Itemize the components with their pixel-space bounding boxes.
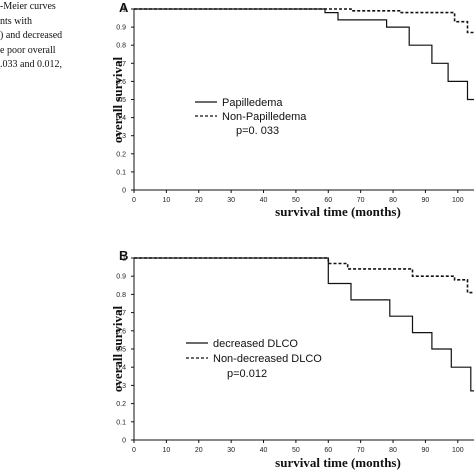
x-axis-title: survival time (months) — [275, 204, 401, 219]
x-tick-label: 90 — [422, 197, 430, 204]
legend-label: Non-Papilledema — [222, 111, 307, 123]
x-tick-label: 0 — [132, 447, 136, 454]
x-tick-label: 20 — [195, 197, 203, 204]
y-tick-label: 0.5 — [116, 97, 126, 104]
y-tick-label: 0.7 — [116, 61, 126, 68]
x-tick-label: 10 — [162, 447, 170, 454]
x-tick-label: 40 — [260, 447, 268, 454]
x-tick-label: 40 — [260, 197, 268, 204]
y-tick-label: 0.9 — [116, 274, 126, 281]
y-tick-label: 0.6 — [116, 328, 126, 335]
y-tick-label: 0.6 — [116, 79, 126, 86]
y-tick-label: 0.1 — [116, 169, 126, 176]
y-axis-title: overall survival — [110, 305, 125, 392]
x-tick-label: 30 — [227, 447, 235, 454]
y-tick-label: 0 — [122, 188, 126, 195]
chart-panel-b: B00.10.20.30.40.50.60.70.80.910 10 20 30 40 5… — [110, 248, 474, 470]
x-tick-label: 50 — [292, 197, 300, 204]
y-tick-label: 0.2 — [116, 151, 126, 158]
x-tick-label: 30 — [227, 197, 235, 204]
y-tick-label: 0.7 — [116, 310, 126, 317]
y-tick-label: 0.8 — [116, 43, 126, 50]
x-tick-label: 100 — [452, 447, 464, 454]
y-tick-label: 0.8 — [116, 292, 126, 299]
panel-letter: A — [119, 0, 129, 15]
y-tick-label: 0.4 — [116, 365, 126, 372]
panel-letter: B — [119, 248, 128, 263]
x-tick-label: 100 — [452, 197, 464, 204]
legend-label: decreased DLCO — [213, 338, 298, 350]
series-line-papilledema — [134, 8, 474, 101]
x-tick-label: 50 — [292, 447, 300, 454]
p-value-annotation: p=0.012 — [227, 368, 267, 380]
legend-label: Papilledema — [222, 97, 283, 109]
series-line-non-papilledema — [134, 8, 474, 34]
caption-line: e poor overall — [0, 44, 56, 56]
y-tick-label: 0.5 — [116, 347, 126, 354]
y-axis-title: overall survival — [110, 56, 125, 143]
x-tick-label: 20 — [195, 447, 203, 454]
x-tick-label: 70 — [357, 197, 365, 204]
x-tick-label: 10 — [162, 197, 170, 204]
y-tick-label: 0.3 — [116, 383, 126, 390]
caption-line: nts with — [0, 15, 32, 27]
figure-caption-fragment: -Meier curves nts with ) and decreased e… — [0, 0, 110, 73]
series-line-decreased-dlco — [134, 257, 474, 392]
p-value-annotation: p=0. 033 — [236, 125, 279, 137]
caption-line: .033 and 0.012, — [0, 59, 62, 70]
caption-line: -Meier curves — [0, 1, 56, 12]
y-tick-label: 1 — [122, 7, 126, 14]
series-line-non-decreased-dlco — [134, 257, 474, 294]
y-tick-label: 1 — [122, 256, 126, 263]
x-tick-label: 70 — [357, 447, 365, 454]
x-tick-label: 80 — [389, 197, 397, 204]
y-tick-label: 0.1 — [116, 419, 126, 426]
y-tick-label: 0.9 — [116, 25, 126, 32]
y-tick-label: 0.3 — [116, 133, 126, 140]
caption-line: ) and decreased — [0, 30, 63, 41]
legend-label: Non-decreased DLCO — [213, 353, 322, 365]
x-axis-title: survival time (months) — [275, 455, 401, 470]
x-tick-label: 90 — [422, 447, 430, 454]
x-tick-label: 60 — [324, 197, 332, 204]
x-tick-label: 80 — [389, 447, 397, 454]
x-tick-label: 0 — [132, 197, 136, 204]
y-tick-label: 0 — [122, 438, 126, 445]
x-tick-label: 60 — [324, 447, 332, 454]
y-tick-label: 0.4 — [116, 115, 126, 122]
y-tick-label: 0.2 — [116, 401, 126, 408]
chart-panel-a: A00.10.20.30.40.50.60.70.80.910 10 20 30 40 5… — [110, 0, 474, 219]
